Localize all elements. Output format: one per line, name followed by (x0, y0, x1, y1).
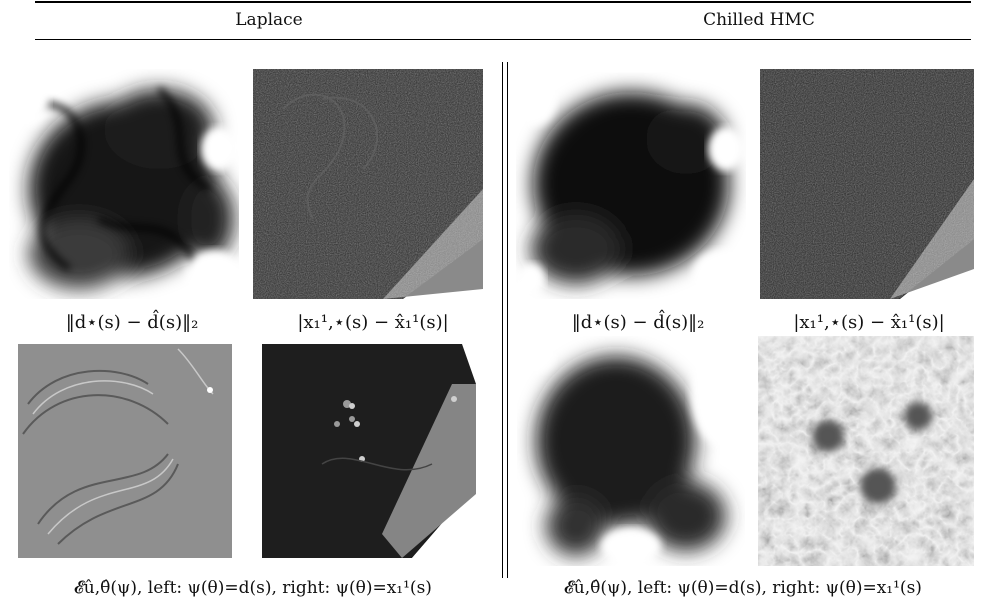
caption-hmc-uncertainty: 𝓔û,θ̂(ψ), left: ψ(θ)=d(s), right: ψ(θ)=x… (564, 578, 922, 598)
caption-laplace-x-error: |x₁¹,⋆(s) − x̂₁¹(s)| (297, 312, 449, 333)
chilled-hmc-column-title: Chilled HMC (703, 10, 815, 30)
laplace-x-error-map (253, 69, 483, 299)
column-separator-left-line (502, 62, 503, 578)
laplace-column-title: Laplace (235, 10, 303, 30)
hmc-x-error-map (760, 69, 974, 299)
hmc-displacement-error-map (516, 69, 746, 299)
caption-laplace-displacement-error: ‖d⋆(s) − d̂(s)‖₂ (65, 312, 199, 333)
column-separator-right-line (507, 62, 508, 578)
laplace-displacement-error-map (9, 69, 239, 299)
table-header-rule (35, 39, 971, 40)
hmc-uncertainty-d-map (516, 336, 746, 566)
laplace-uncertainty-d-map (18, 344, 232, 558)
caption-hmc-displacement-error: ‖d⋆(s) − d̂(s)‖₂ (571, 312, 705, 333)
laplace-uncertainty-x-map (262, 344, 476, 558)
caption-hmc-x-error: |x₁¹,⋆(s) − x̂₁¹(s)| (793, 312, 945, 333)
table-top-rule (35, 1, 971, 3)
hmc-uncertainty-x-map (758, 336, 974, 566)
caption-laplace-uncertainty: 𝓔û,θ̂(ψ), left: ψ(θ)=d(s), right: ψ(θ)=x… (74, 578, 432, 598)
